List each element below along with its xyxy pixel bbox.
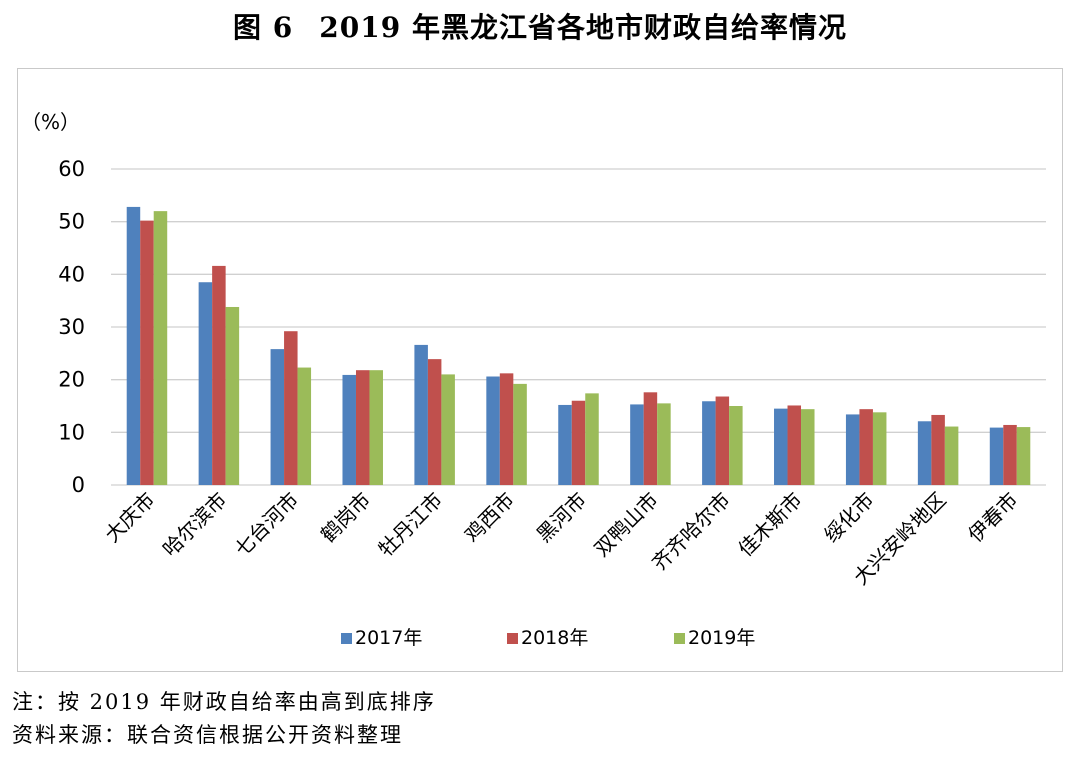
bar-2019年-哈尔滨市	[225, 306, 240, 485]
x-tick-label: 黑河市	[532, 488, 591, 547]
bar-2019年-大庆市	[153, 211, 168, 485]
x-tick-label: 齐齐哈尔市	[647, 488, 735, 576]
bar-2019年-黑河市	[585, 393, 599, 485]
bar-2018年-黑河市	[571, 400, 586, 485]
bar-2019年-牡丹江市	[441, 374, 455, 485]
legend: 2017年 2018年 2019年	[341, 627, 755, 649]
bar-2018年-大兴安岭地区	[931, 414, 945, 485]
x-tick-label: 双鸭山市	[589, 488, 663, 562]
bar-2017年-伊春市	[989, 427, 1004, 485]
y-axis-unit-label: （%）	[21, 110, 80, 134]
y-tick-label: 10	[58, 420, 85, 444]
bar-2017年-佳木斯市	[774, 408, 788, 485]
y-tick-label: 0	[72, 473, 85, 497]
bar-2017年-鸡西市	[486, 376, 500, 485]
legend-swatch	[674, 633, 685, 644]
bar-2017年-双鸭山市	[630, 404, 644, 485]
bar-2018年-鸡西市	[499, 373, 514, 485]
bar-2017年-鹤岗市	[342, 374, 356, 485]
y-tick-label: 20	[58, 368, 85, 392]
bars	[126, 206, 1031, 486]
bar-2018年-七台河市	[284, 331, 298, 485]
x-tick-label: 哈尔滨市	[158, 488, 232, 562]
bar-2017年-大庆市	[126, 206, 141, 486]
bar-2017年-大兴安岭地区	[917, 421, 932, 485]
x-tick-label: 绥化市	[819, 488, 878, 547]
bar-2019年-七台河市	[297, 367, 312, 485]
bar-2018年-大庆市	[140, 220, 154, 485]
y-tick-label: 30	[58, 315, 85, 339]
figure-number: 图 6	[233, 11, 294, 44]
figure-title: 2019 年黑龙江省各地市财政自给率情况	[319, 11, 847, 44]
bar-2019年-佳木斯市	[801, 409, 815, 485]
source-note: 资料来源：联合资信根据公开资料整理	[12, 723, 403, 747]
x-tick-label: 牡丹江市	[374, 488, 448, 562]
bar-2019年-大兴安岭地区	[944, 426, 959, 485]
x-tick-label: 佳木斯市	[733, 488, 807, 562]
chart-frame: （%） 0 10 20 30 40 50 60 大庆市 哈尔滨市 七台河市 鹤岗市 牡丹江市 鸡西市黑…	[17, 68, 1063, 672]
bar-2019年-绥化市	[872, 412, 887, 485]
legend-label: 2019年	[688, 627, 755, 649]
legend-label: 2018年	[521, 627, 588, 649]
bar-2017年-黑河市	[558, 404, 572, 485]
y-axis-ticks: 0 10 20 30 40 50 60	[58, 157, 85, 497]
bar-2017年-七台河市	[270, 349, 285, 485]
footnotes: 注：按 2019 年财政自给率由高到底排序 资料来源：联合资信根据公开资料整理	[12, 686, 436, 752]
chart-title: 图 6 2019 年黑龙江省各地市财政自给率情况	[0, 6, 1080, 46]
legend-swatch	[341, 633, 352, 644]
bar-2018年-齐齐哈尔市	[715, 396, 730, 485]
gridlines	[111, 168, 1046, 486]
x-tick-label: 大庆市	[100, 488, 159, 547]
x-tick-label: 伊春市	[963, 488, 1022, 547]
bar-2017年-齐齐哈尔市	[702, 401, 716, 485]
sort-note: 注：按 2019 年财政自给率由高到底排序	[12, 690, 436, 714]
bar-2019年-伊春市	[1016, 427, 1031, 485]
bar-2018年-佳木斯市	[787, 405, 802, 485]
bar-2019年-鹤岗市	[369, 370, 383, 485]
y-tick-label: 60	[58, 157, 85, 181]
bar-2018年-牡丹江市	[427, 359, 442, 485]
y-tick-label: 50	[58, 210, 85, 234]
bar-2018年-哈尔滨市	[212, 265, 226, 485]
x-tick-label: 七台河市	[230, 488, 304, 562]
bar-2017年-哈尔滨市	[198, 282, 213, 485]
bar-2018年-鹤岗市	[355, 370, 370, 485]
x-tick-label: 鹤岗市	[316, 488, 375, 547]
bar-2019年-鸡西市	[513, 383, 527, 485]
bar-2018年-伊春市	[1003, 424, 1017, 485]
bar-2019年-双鸭山市	[657, 403, 671, 485]
bar-chart: （%） 0 10 20 30 40 50 60 大庆市哈尔滨市七台河市 鹤岗市牡丹江市 鸡西市黑…	[21, 110, 1046, 649]
bar-2019年-齐齐哈尔市	[729, 406, 743, 485]
bar-2017年-牡丹江市	[414, 344, 428, 485]
legend-swatch	[507, 633, 518, 644]
legend-label: 2017年	[355, 627, 422, 649]
bar-2018年-绥化市	[859, 409, 873, 485]
bar-2017年-绥化市	[845, 414, 860, 485]
y-tick-label: 40	[58, 262, 85, 286]
x-tick-label: 鸡西市	[460, 488, 519, 547]
bar-2018年-双鸭山市	[643, 392, 658, 485]
